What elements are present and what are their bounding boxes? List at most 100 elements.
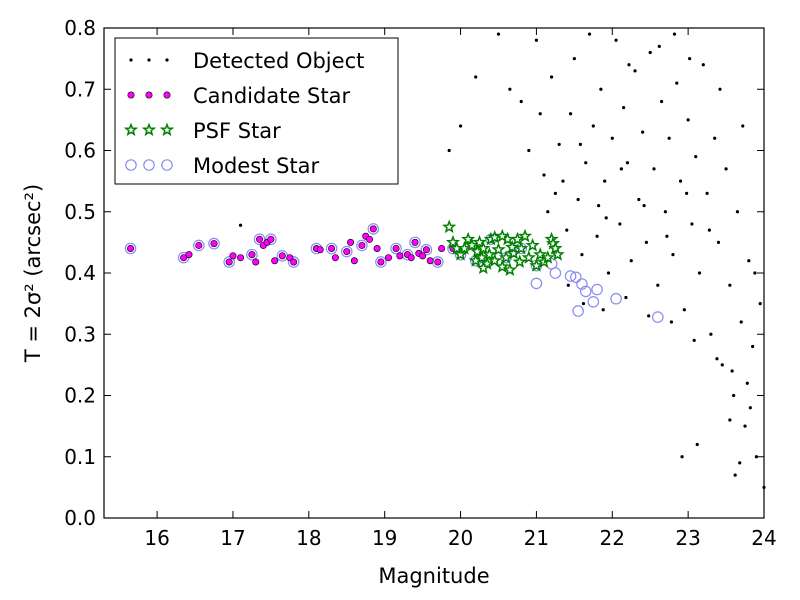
- candidate-star-point: [411, 238, 419, 246]
- modest-star-point: [591, 283, 603, 296]
- detected-object-point: [534, 38, 539, 42]
- x-tick-label: 22: [600, 526, 625, 550]
- candidate-star-point: [331, 254, 339, 262]
- candidate-star-point: [256, 235, 264, 243]
- x-tick-label: 20: [448, 526, 473, 550]
- detected-object-point: [728, 418, 732, 422]
- candidate-star-point: [210, 240, 218, 248]
- detected-object-point: [720, 363, 724, 367]
- modest-star-series: [124, 223, 664, 323]
- legend-marker-detected: [129, 58, 133, 62]
- detected-object-point: [685, 191, 689, 195]
- modest-star-point: [572, 305, 584, 317]
- detected-object-point: [678, 179, 683, 183]
- legend-marker-modest: [143, 159, 155, 171]
- y-tick-label: 0.6: [64, 139, 96, 163]
- modest-star-point: [579, 285, 592, 298]
- detected-object-point: [735, 210, 740, 214]
- modest-star-point: [193, 239, 205, 252]
- detected-object-point: [739, 320, 743, 324]
- detected-object-point: [701, 63, 705, 67]
- detected-object-point: [606, 271, 611, 275]
- candidate-star-point: [237, 254, 245, 262]
- modest-star-point: [530, 277, 543, 290]
- legend-label: Detected Object: [193, 49, 364, 73]
- detected-object-point: [751, 344, 755, 349]
- candidate-star-point: [267, 235, 275, 243]
- candidate-star-point: [419, 252, 427, 260]
- psf-star-point: [540, 250, 555, 264]
- candidate-star-point: [366, 235, 374, 243]
- x-tick-label: 17: [220, 526, 245, 550]
- x-tick-label: 24: [751, 526, 776, 550]
- detected-object-point: [576, 197, 580, 202]
- detected-object-point: [619, 167, 623, 171]
- legend-marker-detected: [147, 58, 151, 62]
- detected-object-point: [561, 179, 565, 183]
- psf-star-point: [505, 239, 520, 254]
- legend-marker-modest: [125, 159, 137, 171]
- psf-star-point: [460, 231, 476, 246]
- detected-object-point: [724, 167, 728, 171]
- detected-object-point: [745, 381, 749, 385]
- detected-object-point: [527, 148, 531, 153]
- detected-object-point: [707, 228, 711, 232]
- detected-object-point: [601, 308, 605, 312]
- detected-object-point: [695, 442, 699, 447]
- y-tick-label: 0.8: [64, 16, 96, 40]
- detected-object-point: [538, 112, 542, 116]
- x-axis-label: Magnitude: [378, 564, 489, 588]
- x-tick-label: 19: [372, 526, 397, 550]
- detected-object-point: [580, 253, 584, 257]
- detected-object-point: [743, 424, 747, 428]
- detected-object-point: [713, 136, 717, 140]
- detected-object-point: [618, 222, 622, 226]
- detected-object-point: [637, 197, 641, 202]
- candidate-star-point: [328, 245, 336, 253]
- candidate-star-point: [195, 241, 203, 249]
- detected-object-series: [238, 32, 766, 489]
- detected-object-point: [672, 32, 677, 36]
- candidate-star-point: [350, 257, 358, 265]
- detected-object-point: [694, 155, 698, 159]
- detected-object-point: [641, 130, 645, 134]
- detected-object-point: [741, 124, 745, 128]
- detected-object-point: [663, 210, 667, 214]
- detected-object-point: [738, 461, 742, 465]
- psf-star-point: [550, 247, 565, 261]
- detected-object-point: [680, 455, 684, 459]
- axis-ticks: [104, 27, 765, 519]
- detected-object-point: [718, 87, 722, 91]
- psf-star-point: [510, 231, 525, 246]
- psf-star-point: [502, 262, 518, 277]
- modest-star-point: [287, 256, 300, 268]
- detected-object-point: [508, 87, 512, 91]
- detected-object-point: [519, 99, 523, 104]
- detected-object-point: [597, 204, 601, 208]
- detected-object-point: [604, 216, 608, 220]
- psf-star-point: [517, 228, 533, 243]
- candidate-star-point: [127, 245, 135, 253]
- detected-object-point: [690, 222, 694, 226]
- detected-object-point: [557, 142, 561, 146]
- y-tick-label: 0.7: [64, 77, 96, 101]
- candidate-star-point: [358, 241, 366, 249]
- modest-star-point: [375, 256, 387, 268]
- y-tick-label: 0.3: [64, 322, 96, 346]
- modest-star-point: [420, 243, 433, 256]
- detected-object-point: [642, 204, 646, 208]
- detected-object-point: [587, 32, 592, 36]
- psf-star-point: [533, 247, 548, 261]
- candidate-star-point: [438, 245, 446, 253]
- psf-star-point: [491, 242, 506, 256]
- candidate-star-point: [271, 257, 279, 265]
- psf-star-point: [495, 259, 510, 273]
- detected-object-point: [728, 283, 732, 287]
- detected-object-point: [652, 167, 656, 171]
- psf-star-series: [442, 219, 565, 277]
- candidate-star-point: [426, 257, 434, 265]
- detected-object-point: [671, 253, 675, 257]
- modest-star-point: [564, 270, 577, 282]
- legend-marker-candidate: [127, 91, 135, 99]
